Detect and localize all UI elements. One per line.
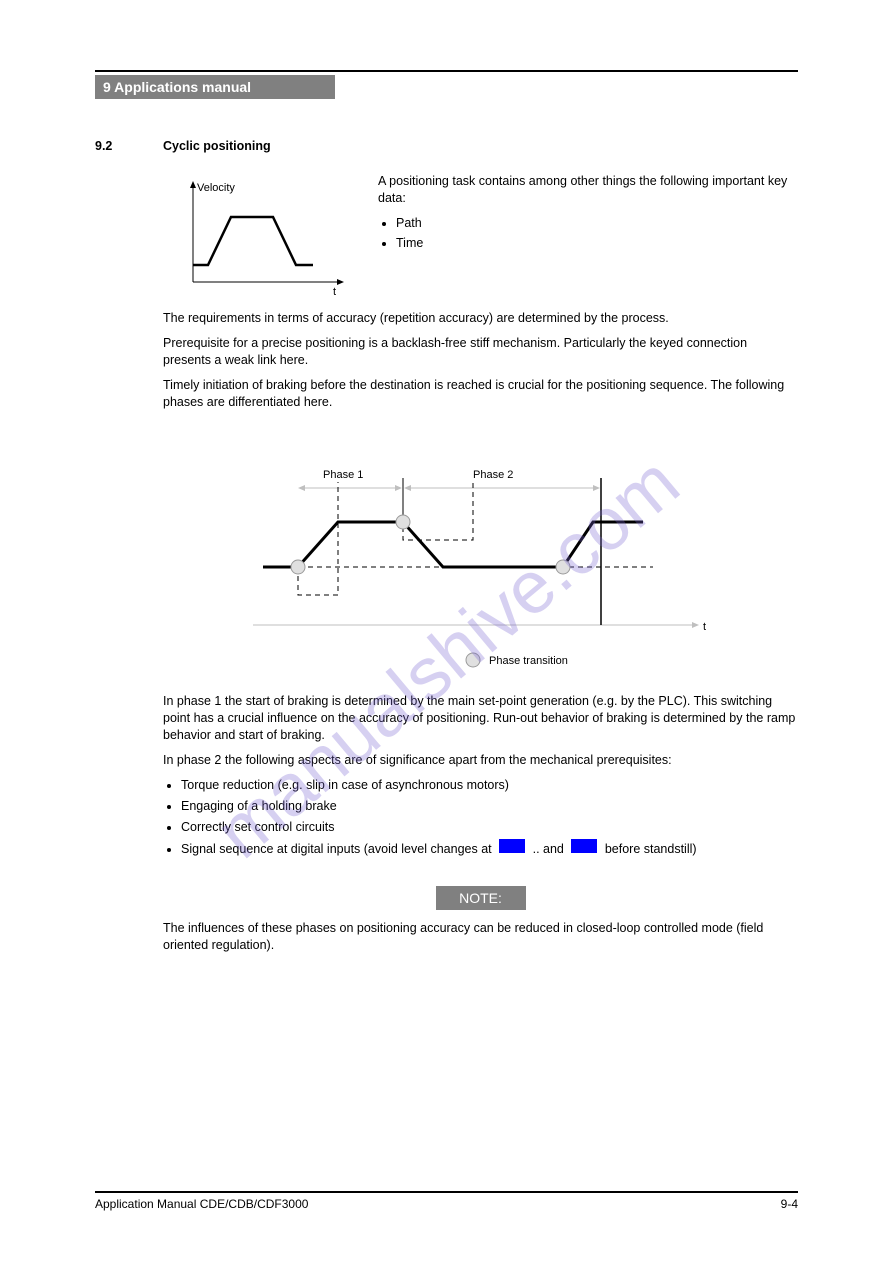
section-number: 9.2 <box>95 139 112 153</box>
bullet-signal-pre: Signal sequence at digital inputs (avoid… <box>181 842 492 856</box>
and-text: .. and <box>533 842 564 856</box>
footer-right: 9-4 <box>781 1197 798 1211</box>
page-footer: Application Manual CDE/CDB/CDF3000 9-4 <box>95 1191 798 1211</box>
phase2-text: In phase 2 the following aspects are of … <box>163 752 798 769</box>
phase-diagram: t Phase 1 Phase 2 <box>213 430 733 680</box>
chart-ylabel: Velocity <box>197 182 235 194</box>
phase-xlabel: t <box>703 621 706 633</box>
bullet-torque: Torque reduction (e.g. slip in case of a… <box>181 775 798 796</box>
isd01-icon <box>571 839 597 860</box>
bullet-time: Time <box>396 233 798 253</box>
mid-p1: The requirements in terms of accuracy (r… <box>163 310 798 327</box>
phase1-text: In phase 1 the start of braking is deter… <box>163 693 798 744</box>
top-rule <box>95 70 798 72</box>
intro-text: A positioning task contains among other … <box>378 173 798 207</box>
phase2-label: Phase 2 <box>473 469 513 481</box>
bullet-signal-post: before standstill) <box>605 842 697 856</box>
mid-p3: Timely initiation of braking before the … <box>163 377 798 411</box>
section-heading: Cyclic positioning <box>163 139 271 153</box>
legend-label: Phase transition <box>489 655 568 667</box>
bullet-control: Correctly set control circuits <box>181 817 798 838</box>
bullet-signal: Signal sequence at digital inputs (avoid… <box>181 839 798 860</box>
bullet-brake: Engaging of a holding brake <box>181 796 798 817</box>
phase1-label: Phase 1 <box>323 469 363 481</box>
note-label: NOTE: <box>436 886 526 910</box>
section-banner: 9 Applications manual <box>95 75 335 99</box>
velocity-chart: Velocity t <box>183 177 353 297</box>
chart-xlabel: t <box>333 286 336 297</box>
note-text: The influences of these phases on positi… <box>163 920 798 954</box>
isd00-icon <box>499 839 525 860</box>
footer-left: Application Manual CDE/CDB/CDF3000 <box>95 1197 308 1211</box>
mid-p2: Prerequisite for a precise positioning i… <box>163 335 798 369</box>
bullet-path: Path <box>396 213 798 233</box>
